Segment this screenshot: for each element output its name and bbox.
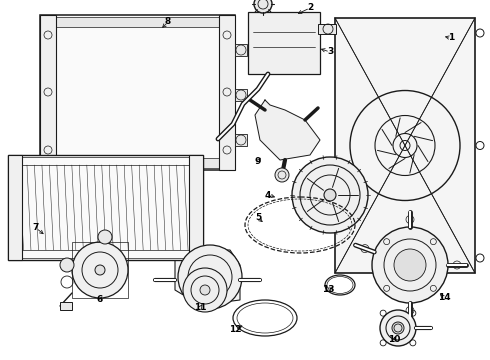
Bar — [8, 155, 22, 260]
Bar — [235, 89, 247, 101]
Circle shape — [380, 310, 416, 346]
Circle shape — [178, 245, 242, 309]
Bar — [40, 15, 56, 170]
Text: 5: 5 — [255, 213, 261, 222]
Bar — [42, 158, 233, 168]
Text: 6: 6 — [97, 296, 103, 305]
Circle shape — [292, 157, 368, 233]
Circle shape — [204, 271, 216, 283]
Polygon shape — [175, 250, 240, 305]
Text: 8: 8 — [165, 18, 171, 27]
Circle shape — [254, 0, 272, 13]
Bar — [8, 155, 203, 260]
Bar — [72, 242, 128, 298]
Bar — [219, 15, 235, 170]
Text: 12: 12 — [229, 325, 241, 334]
Circle shape — [275, 168, 289, 182]
Bar — [235, 134, 247, 146]
Text: 3: 3 — [327, 48, 333, 57]
Text: 7: 7 — [33, 224, 39, 233]
Bar — [60, 302, 72, 310]
Circle shape — [95, 265, 105, 275]
Text: 14: 14 — [438, 293, 450, 302]
Circle shape — [72, 242, 128, 298]
Text: 11: 11 — [194, 303, 206, 312]
Bar — [318, 24, 336, 34]
Circle shape — [183, 268, 227, 312]
Circle shape — [394, 249, 426, 281]
Circle shape — [324, 189, 336, 201]
Bar — [40, 15, 235, 170]
Circle shape — [392, 322, 404, 334]
Text: 4: 4 — [265, 190, 271, 199]
Circle shape — [372, 227, 448, 303]
Bar — [335, 18, 475, 273]
Circle shape — [200, 285, 210, 295]
Bar — [248, 12, 320, 74]
Bar — [235, 44, 247, 56]
Circle shape — [60, 258, 74, 272]
Bar — [42, 17, 233, 27]
Text: 10: 10 — [388, 336, 400, 345]
Text: 9: 9 — [255, 158, 261, 166]
Bar — [10, 157, 201, 165]
Text: 1: 1 — [448, 33, 454, 42]
Bar — [10, 250, 201, 258]
Text: 2: 2 — [307, 4, 313, 13]
Circle shape — [98, 230, 112, 244]
Text: 13: 13 — [322, 285, 334, 294]
Polygon shape — [255, 100, 320, 160]
Bar — [189, 155, 203, 260]
